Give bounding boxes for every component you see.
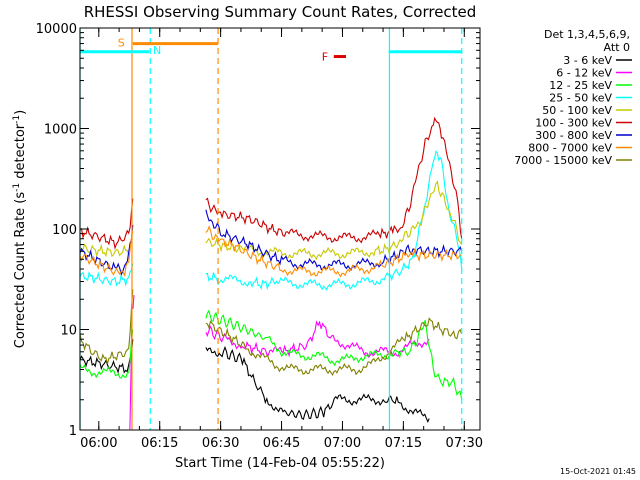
series-line-12-25-kev [205, 309, 463, 400]
series-line-7000-15000-kev [205, 317, 463, 377]
legend-label: 300 - 800 keV [535, 129, 612, 142]
series-line-25-50-kev [205, 150, 463, 291]
series-line-100-300-kev [205, 116, 463, 244]
legend-header-line-2: Att 0 [604, 41, 630, 54]
legend-label: 50 - 100 keV [542, 104, 612, 117]
y-tick-label: 100 [52, 223, 77, 238]
series-line-300-800-kev [205, 209, 463, 272]
legend-label: 25 - 50 keV [549, 92, 612, 105]
legend-label: 6 - 12 keV [556, 67, 612, 80]
x-tick-label: 07:15 [385, 436, 422, 451]
series-line-12-25-kev [80, 329, 134, 379]
x-tick-label: 07:30 [446, 436, 483, 451]
footer-timestamp: 15-Oct-2021 01:45 [560, 467, 636, 476]
y-tick-label: 10000 [36, 22, 77, 37]
series-line-50-100-kev [80, 238, 134, 258]
series-line-800-7000-kev [205, 225, 462, 278]
legend-label: 12 - 25 keV [549, 79, 612, 92]
x-tick-label: 06:15 [141, 436, 178, 451]
series-line-7000-15000-kev [80, 289, 134, 365]
series-line-100-300-kev [80, 198, 134, 250]
y-axis-label: Corrected Count Rate (s-1 detector-1) [12, 110, 28, 348]
legend-label: 800 - 7000 keV [528, 142, 612, 155]
x-tick-label: 06:45 [263, 436, 300, 451]
y-tick-label: 1 [69, 424, 77, 439]
x-tick-label: 06:30 [202, 436, 239, 451]
flag-label-n: N [153, 44, 161, 57]
series-line-3-6-kev [205, 345, 430, 423]
series-line-25-50-kev [80, 263, 134, 287]
y-tick-label: 10 [60, 324, 77, 339]
x-axis-label: Start Time (14-Feb-04 05:55:22) [175, 456, 385, 471]
series-line-800-7000-kev [80, 231, 134, 277]
x-tick-label: 06:00 [80, 436, 117, 451]
chart-title: RHESSI Observing Summary Count Rates, Co… [84, 3, 477, 21]
legend-label: 100 - 300 keV [535, 117, 612, 130]
y-tick-label: 1000 [44, 123, 77, 138]
series-line-300-800-kev [80, 224, 134, 276]
legend-label: 7000 - 15000 keV [514, 154, 612, 167]
flag-label-f: F [322, 51, 328, 64]
x-tick-label: 07:00 [324, 436, 361, 451]
legend-label: 3 - 6 keV [563, 54, 612, 67]
flag-label-s: S [118, 37, 125, 50]
legend-header-line-1: Det 1,3,4,5,6,9, [544, 28, 630, 41]
